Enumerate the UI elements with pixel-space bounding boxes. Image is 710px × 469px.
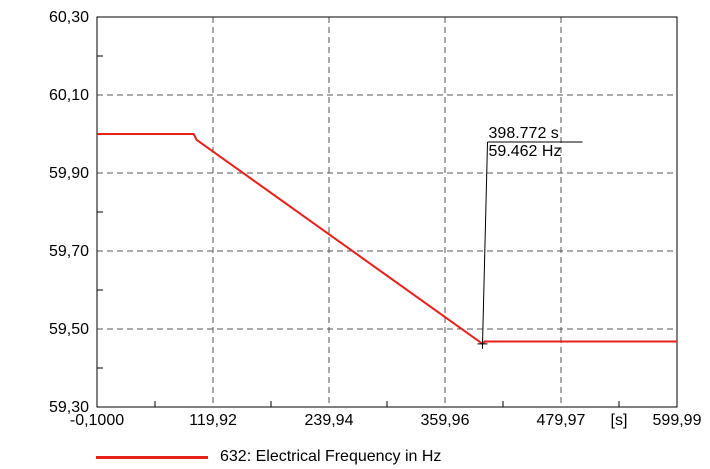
series-layer [97, 133, 677, 346]
y-tick-label: 59,30 [49, 399, 89, 416]
annotation-marker [477, 338, 488, 349]
grid-lines [97, 17, 677, 407]
legend-label: 632: Electrical Frequency in Hz [220, 448, 442, 465]
y-tick-label: 59,70 [49, 243, 89, 260]
x-tick-label: -0,1000 [70, 412, 124, 429]
y-tick-label: 59,90 [49, 165, 89, 182]
x-tick-label: 479,97 [537, 412, 586, 429]
series-line [97, 133, 677, 346]
minor-ticks [97, 55, 620, 407]
x-axis-unit-label: [s] [611, 412, 628, 429]
annotation-leader-line [482, 141, 489, 344]
annotation-time: 398.772 s [489, 125, 559, 142]
x-tick-label: 599,99 [653, 412, 702, 429]
legend: 632: Electrical Frequency in Hz [96, 446, 441, 468]
frequency-chart: 398.772 s59.462 Hz 59,30 59,50 59,70 59,90 6… [49, 9, 702, 429]
y-tick-label: 60,30 [49, 9, 89, 26]
cursor-annotation: 398.772 s59.462 Hz [477, 125, 583, 349]
x-axis-tick-labels: -0,1000 119,92 239,94 359,96 479,97 599,99 [s] [70, 412, 702, 429]
plot-frame [96, 16, 678, 408]
y-tick-label: 59,50 [49, 321, 89, 338]
x-tick-label: 359,96 [421, 412, 470, 429]
y-axis-tick-labels: 59,30 59,50 59,70 59,90 60,10 60,30 [49, 9, 89, 416]
x-tick-label: 239,94 [305, 412, 354, 429]
y-tick-label: 60,10 [49, 87, 89, 104]
legend-line-swatch [96, 455, 208, 459]
annotation-frequency: 59.462 Hz [489, 143, 562, 160]
x-tick-label: 119,92 [189, 412, 237, 429]
